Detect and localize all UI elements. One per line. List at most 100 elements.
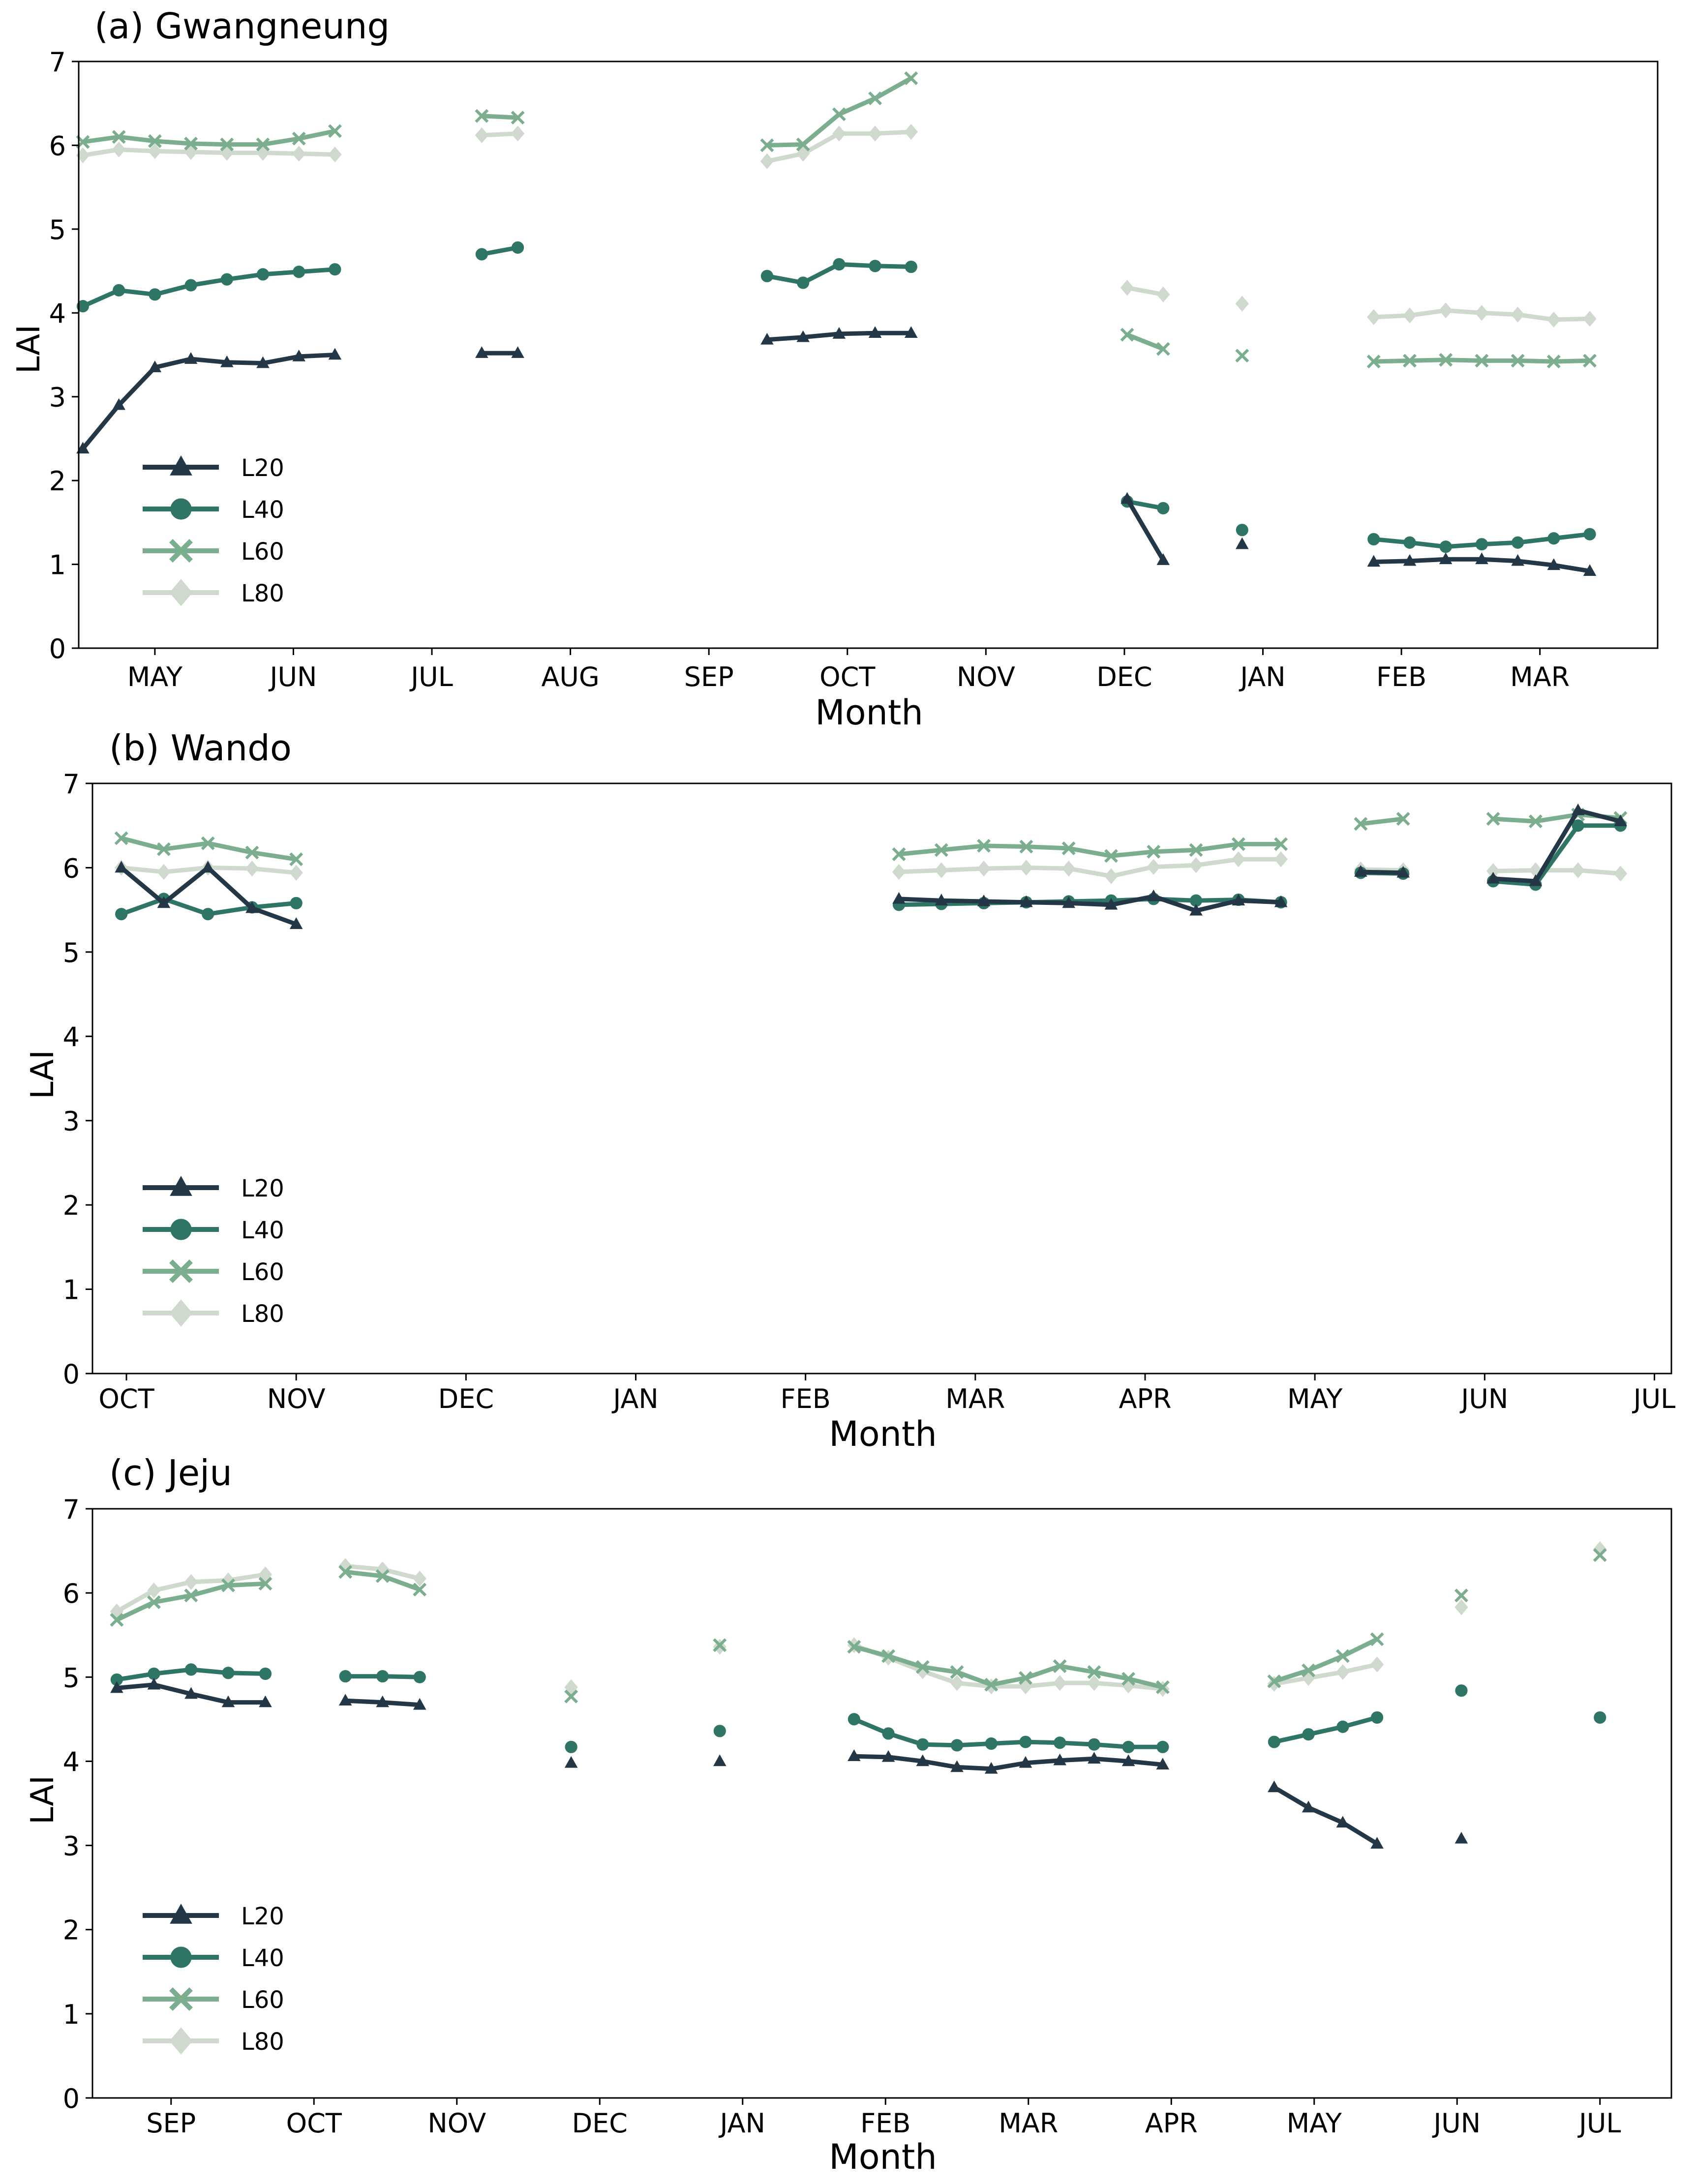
data-point [1547, 532, 1560, 545]
data-point [904, 71, 918, 86]
y-tick-label: 0 [49, 633, 66, 664]
data-point [292, 131, 306, 146]
data-point [1147, 889, 1160, 901]
data-point [1302, 1800, 1315, 1813]
data-point [511, 125, 525, 142]
data-point [916, 1738, 929, 1751]
series-line [899, 894, 1281, 913]
y-tick-label: 7 [63, 769, 80, 800]
data-point [475, 248, 488, 261]
data-point [1062, 896, 1075, 908]
data-point [220, 355, 234, 367]
data-point [1403, 307, 1417, 324]
series-line [899, 897, 1281, 907]
data-point [1370, 1711, 1384, 1724]
series-line [854, 1754, 1163, 1771]
data-point [1511, 306, 1525, 323]
data-point [1336, 1720, 1349, 1733]
data-point [184, 279, 197, 292]
data-point [1547, 558, 1561, 570]
data-point [1156, 342, 1170, 356]
data-point [868, 326, 882, 338]
data-point [222, 1667, 235, 1679]
data-point [1088, 1738, 1100, 1751]
data-point [1232, 894, 1245, 906]
data-point [292, 349, 306, 361]
data-point [1475, 305, 1489, 321]
data-point [847, 1640, 861, 1654]
data-point [1439, 552, 1453, 565]
data-point [413, 1671, 426, 1683]
data-point [376, 1670, 389, 1683]
x-axis-label: Month [829, 2137, 937, 2177]
data-point [413, 1698, 426, 1710]
x-tick-label: MAY [1287, 2108, 1342, 2139]
data-point [245, 861, 259, 877]
x-tick-label: JAN [719, 2108, 765, 2139]
data-point [1403, 536, 1416, 549]
data-point [148, 143, 162, 159]
x-tick-label: NOV [267, 1383, 326, 1414]
legend-label: L20 [241, 1175, 284, 1202]
data-point [1155, 1680, 1170, 1694]
data-point [184, 137, 198, 150]
data-point [328, 147, 342, 163]
y-tick-label: 1 [63, 1999, 80, 2030]
data-point [1147, 844, 1161, 859]
data-point [114, 831, 128, 845]
y-tick-label: 1 [49, 550, 66, 581]
data-point [904, 124, 918, 140]
data-point [110, 1613, 124, 1627]
data-point [245, 901, 259, 913]
data-point [1572, 819, 1584, 832]
series-l40 [76, 241, 1596, 553]
data-point [1511, 554, 1524, 566]
y-tick-label: 6 [63, 1578, 80, 1609]
data-point [475, 346, 488, 358]
data-point [156, 842, 171, 856]
data-point [1104, 898, 1118, 910]
data-point [202, 908, 214, 921]
data-point [1053, 1659, 1067, 1674]
data-point [1302, 1728, 1315, 1741]
data-point [1396, 866, 1410, 878]
data-point [259, 1695, 272, 1707]
data-point [1147, 859, 1160, 875]
data-point [1336, 1664, 1350, 1680]
legend: L20 L40 L60 L80 [143, 1903, 284, 2056]
y-tick-label: 5 [63, 1662, 80, 1693]
y-tick-label: 0 [63, 1359, 80, 1390]
y-tick-label: 3 [63, 1831, 80, 1862]
series-l60 [114, 808, 1628, 867]
data-point [881, 1649, 896, 1663]
y-axis-label: LAI [11, 325, 47, 374]
legend-label: L20 [241, 1903, 284, 1930]
legend-marker [169, 539, 193, 563]
data-point [882, 1727, 895, 1740]
data-point [1455, 1684, 1468, 1697]
x-tick-label: SEP [684, 661, 734, 692]
data-point [147, 1595, 161, 1609]
data-point [256, 268, 270, 281]
data-point [1354, 865, 1367, 877]
y-tick-label: 1 [63, 1275, 80, 1306]
data-point [76, 300, 90, 313]
data-point [832, 125, 846, 142]
data-point [905, 260, 917, 273]
data-point [760, 269, 774, 282]
data-point [1156, 553, 1170, 565]
data-point [760, 153, 774, 169]
data-point [1475, 538, 1488, 551]
data-point [1104, 868, 1118, 884]
series-line [853, 1645, 1163, 1690]
data-point [115, 861, 128, 873]
y-tick-label: 2 [63, 1190, 80, 1221]
legend-label: L40 [241, 1217, 284, 1244]
data-point [713, 1638, 727, 1652]
y-tick-label: 3 [63, 1106, 80, 1137]
data-point [1547, 311, 1561, 328]
legend-marker [170, 498, 192, 520]
x-tick-label: FEB [1376, 661, 1426, 692]
legend-marker [169, 2027, 193, 2055]
